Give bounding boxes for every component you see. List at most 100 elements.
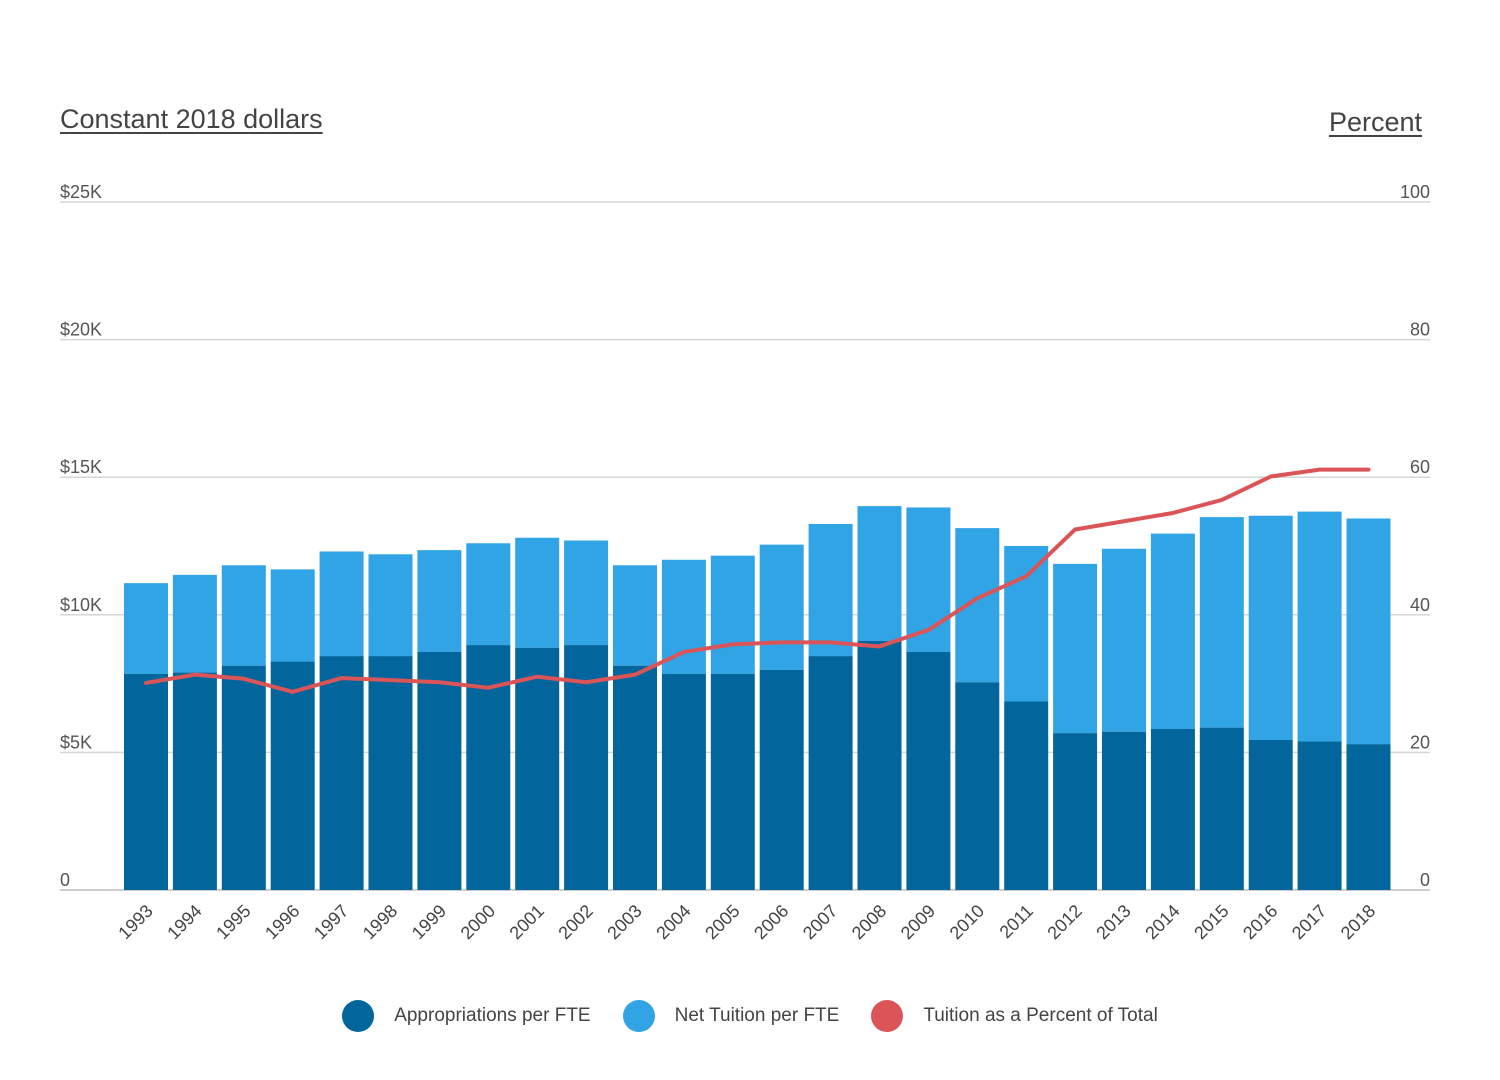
bar-net-tuition bbox=[1346, 518, 1391, 745]
x-tick-label: 2012 bbox=[1043, 901, 1085, 943]
bar-net-tuition bbox=[417, 550, 462, 652]
bar-net-tuition bbox=[1297, 511, 1342, 742]
bar-appropriations bbox=[857, 640, 902, 890]
x-tick-label: 2004 bbox=[652, 901, 694, 943]
x-tick-label: 2002 bbox=[554, 901, 596, 943]
bar-appropriations bbox=[1346, 744, 1391, 890]
bar-appropriations bbox=[1102, 731, 1146, 890]
left-axis-title: Constant 2018 dollars bbox=[60, 104, 323, 134]
legend-item-tuition: Net Tuition per FTE bbox=[622, 1000, 840, 1032]
bar-net-tuition bbox=[1199, 517, 1244, 728]
right-tick-label: 40 bbox=[1410, 595, 1430, 615]
x-tick-label: 2011 bbox=[996, 901, 1038, 943]
bar-appropriations bbox=[1004, 701, 1049, 890]
bar-appropriations bbox=[1150, 729, 1195, 890]
bar-net-tuition bbox=[515, 537, 560, 648]
left-tick-label: $15K bbox=[60, 457, 102, 477]
bar-net-tuition bbox=[857, 506, 902, 641]
x-tick-label: 1994 bbox=[163, 901, 205, 943]
bar-appropriations bbox=[1053, 733, 1098, 890]
x-tick-label: 2003 bbox=[603, 901, 645, 943]
x-tick-label: 2008 bbox=[848, 901, 890, 943]
bar-net-tuition bbox=[613, 565, 657, 666]
bar-appropriations bbox=[661, 673, 706, 890]
bar-appropriations bbox=[1199, 727, 1244, 890]
bar-net-tuition bbox=[172, 574, 217, 673]
x-tick-label: 2013 bbox=[1092, 901, 1134, 943]
percent-line-series bbox=[144, 467, 1371, 694]
bar-appropriations bbox=[564, 645, 609, 890]
bar-net-tuition bbox=[1004, 546, 1049, 702]
legend-swatch-tuition bbox=[622, 1000, 655, 1032]
left-tick-label: $10K bbox=[60, 595, 102, 615]
bar-net-tuition bbox=[710, 555, 755, 674]
bar-net-tuition bbox=[270, 569, 315, 662]
left-tick-label: 0 bbox=[60, 870, 70, 890]
x-tick-label: 2005 bbox=[701, 901, 743, 943]
bar-net-tuition bbox=[1053, 563, 1098, 734]
x-tick-label: 1993 bbox=[114, 901, 156, 943]
bar-net-tuition bbox=[661, 559, 706, 674]
bar-net-tuition bbox=[1248, 515, 1293, 741]
right-tick-label: 0 bbox=[1420, 870, 1430, 890]
bar-appropriations bbox=[808, 656, 853, 890]
right-axis-title: Percent bbox=[1328, 107, 1422, 137]
bar-appropriations bbox=[417, 651, 462, 890]
x-tick-label: 1998 bbox=[359, 901, 401, 943]
bar-appropriations bbox=[1297, 741, 1342, 890]
bar-net-tuition bbox=[319, 551, 364, 657]
bar-appropriations bbox=[613, 665, 657, 890]
right-tick-label: 20 bbox=[1410, 732, 1430, 752]
bar-appropriations bbox=[1248, 740, 1293, 890]
x-tick-label: 2017 bbox=[1288, 901, 1330, 943]
x-tick-label: 1995 bbox=[212, 901, 254, 943]
legend-swatch-appropriations bbox=[342, 1000, 375, 1032]
x-tick-label: 1997 bbox=[310, 901, 352, 943]
right-tick-label: 100 bbox=[1400, 182, 1430, 202]
left-tick-label: $5K bbox=[60, 732, 92, 752]
right-tick-label: 60 bbox=[1410, 457, 1430, 477]
bar-appropriations bbox=[124, 673, 168, 890]
bar-appropriations bbox=[906, 651, 951, 890]
bar-appropriations bbox=[466, 645, 511, 890]
bar-net-tuition bbox=[368, 554, 413, 657]
x-tick-label: 2014 bbox=[1141, 901, 1183, 943]
bar-net-tuition bbox=[1102, 548, 1146, 732]
right-axis-ticks: 0 20 40 60 80 100 bbox=[1400, 182, 1430, 890]
x-tick-label: 1999 bbox=[408, 901, 450, 943]
legend-item-percent: Tuition as a Percent of Total bbox=[871, 1000, 1158, 1032]
bar-appropriations bbox=[270, 661, 315, 890]
legend: Appropriations per FTE Net Tuition per F… bbox=[0, 1000, 1500, 1032]
x-tick-label: 2016 bbox=[1239, 901, 1281, 943]
legend-label-appropriations: Appropriations per FTE bbox=[394, 1005, 591, 1026]
legend-label-tuition: Net Tuition per FTE bbox=[674, 1005, 840, 1026]
bar-appropriations bbox=[319, 656, 364, 890]
bar-series bbox=[124, 506, 1391, 890]
x-tick-label: 1996 bbox=[261, 901, 303, 943]
bar-net-tuition bbox=[808, 523, 853, 657]
left-tick-label: $20K bbox=[60, 320, 102, 340]
legend-swatch-percent bbox=[871, 1000, 904, 1032]
bar-appropriations bbox=[710, 673, 755, 890]
bar-appropriations bbox=[368, 656, 413, 890]
x-tick-label: 2015 bbox=[1190, 901, 1232, 943]
bar-appropriations bbox=[515, 647, 560, 890]
percent-line bbox=[144, 467, 1371, 694]
x-tick-label: 2018 bbox=[1337, 901, 1379, 943]
bar-net-tuition bbox=[955, 528, 1000, 683]
x-tick-label: 2007 bbox=[799, 901, 841, 943]
left-tick-label: $25K bbox=[60, 182, 102, 202]
bar-net-tuition bbox=[124, 583, 168, 674]
x-tick-label: 2010 bbox=[946, 901, 988, 943]
bar-net-tuition bbox=[1150, 533, 1195, 730]
x-tick-label: 2001 bbox=[506, 901, 548, 943]
bar-net-tuition bbox=[221, 565, 266, 666]
bar-net-tuition bbox=[759, 544, 804, 670]
legend-item-appropriations: Appropriations per FTE bbox=[342, 1000, 591, 1032]
bar-net-tuition bbox=[466, 543, 511, 646]
x-tick-label: 2000 bbox=[457, 901, 499, 943]
x-tick-label: 2009 bbox=[897, 901, 939, 943]
bar-appropriations bbox=[955, 682, 1000, 890]
x-tick-label: 2006 bbox=[750, 901, 792, 943]
